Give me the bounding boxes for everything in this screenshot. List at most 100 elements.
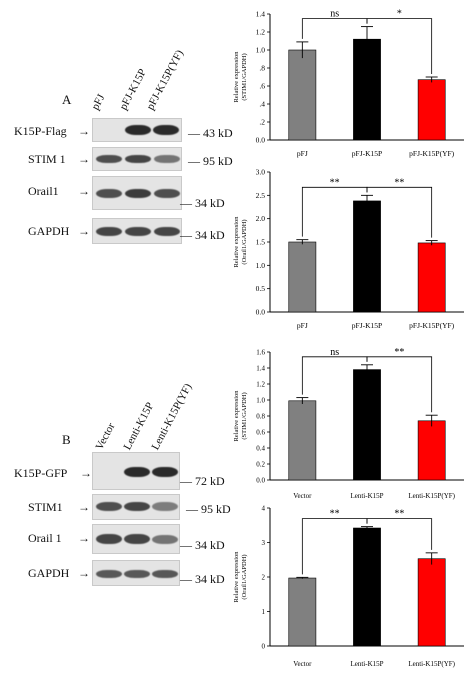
y-tick-label: .6 — [259, 82, 265, 91]
significance-label: ** — [394, 347, 404, 358]
blot-strip-k15p-gfp — [92, 452, 180, 490]
bar — [417, 420, 446, 481]
blot-band — [124, 467, 150, 477]
kd-marker: — 72 kD — [180, 474, 225, 488]
kd-label: 34 kD — [195, 538, 225, 552]
blot-band — [124, 502, 150, 511]
y-tick-label: 2 — [262, 574, 266, 582]
blot-band — [154, 189, 180, 198]
y-tick-label: 1.0 — [256, 397, 265, 405]
bar — [288, 49, 317, 141]
y-tick-label: 3.0 — [256, 168, 266, 177]
significance-bracket — [366, 518, 433, 550]
blot-strip-gapdh — [92, 560, 180, 586]
lane-label: pFJ-K15P(YF) — [144, 48, 186, 112]
y-tick-label: 2.5 — [256, 191, 266, 200]
bar — [353, 527, 381, 647]
x-tick-label: Vector — [293, 492, 312, 500]
x-tick-label: Lenti-K15P — [350, 492, 383, 500]
x-tick-label: Lenti-K15P(YF) — [408, 492, 455, 500]
significance-label: ** — [330, 509, 340, 520]
y-axis-label: Relative expression — [233, 390, 240, 442]
blot-strip-k15p-flag — [92, 118, 182, 142]
protein-label-k15p-gfp: K15P-GFP — [14, 466, 68, 480]
bar — [288, 577, 317, 647]
significance-bracket — [366, 18, 433, 74]
kd-label: 43 kD — [203, 126, 233, 140]
bar — [353, 200, 381, 313]
significance-label: * — [397, 9, 402, 20]
panel-letter-a: A — [62, 92, 72, 107]
blot-band — [153, 125, 179, 135]
bar — [288, 400, 317, 481]
kd-label: 95 kD — [203, 154, 233, 168]
kd-label: 72 kD — [195, 474, 225, 488]
kd-marker: — 34 kD — [180, 196, 225, 210]
protein-label-k15p-flag: K15P-Flag — [14, 124, 67, 138]
bar — [353, 38, 381, 141]
y-tick-label: 1.0 — [256, 46, 266, 55]
protein-label-stim1: STIM 1 — [28, 152, 66, 166]
significance-label: ** — [394, 177, 404, 188]
blot-band — [96, 155, 122, 163]
blot-band — [152, 467, 178, 477]
bar — [417, 242, 446, 313]
y-tick-label: .2 — [259, 118, 265, 127]
bar — [417, 558, 446, 647]
significance-label: ns — [330, 347, 339, 358]
y-tick-label: 1.4 — [256, 365, 265, 373]
bar — [353, 369, 381, 481]
protein-label-gapdh: GAPDH — [28, 224, 70, 238]
blot-band — [152, 570, 178, 578]
blot-band — [96, 189, 122, 198]
x-tick-label: pFJ-K15P(YF) — [409, 321, 455, 330]
y-tick-label: 1.5 — [256, 238, 266, 247]
arrow-icon: → — [78, 531, 90, 545]
kd-label: 34 kD — [195, 196, 225, 210]
panel-letter-b: B — [62, 432, 71, 447]
bar — [288, 241, 317, 313]
significance-bracket — [366, 356, 433, 413]
blot-band — [154, 155, 180, 163]
x-tick-label: Lenti-K15P(YF) — [408, 660, 455, 668]
y-tick-label: 1.0 — [256, 261, 266, 270]
blot-band — [96, 534, 122, 544]
y-tick-label: 1.2 — [256, 28, 266, 37]
blot-strip-stim1 — [92, 147, 182, 171]
y-tick-label: 0.8 — [256, 413, 265, 421]
x-tick-label: pFJ-K15P — [352, 149, 382, 158]
blot-band — [96, 570, 122, 578]
y-tick-label: 1.6 — [256, 349, 265, 357]
y-tick-label: 0.0 — [256, 477, 265, 485]
arrow-icon: → — [78, 224, 90, 238]
y-tick-label: 0.4 — [256, 445, 265, 453]
x-tick-label: pFJ — [297, 149, 308, 158]
arrow-icon: → — [80, 466, 92, 480]
y-tick-label: 0.2 — [256, 461, 265, 469]
significance-label: ** — [394, 509, 404, 520]
kd-marker: — 95 kD — [186, 502, 231, 516]
kd-marker: — 34 kD — [180, 538, 225, 552]
lane-label: Vector — [93, 421, 118, 452]
kd-marker: — 95 kD — [188, 154, 233, 168]
kd-label: 34 kD — [195, 572, 225, 586]
kd-label: 95 kD — [201, 502, 231, 516]
protein-label-gapdh: GAPDH — [28, 566, 70, 580]
y-tick-label: 0.0 — [256, 308, 266, 317]
blot-strip-gapdh — [92, 218, 182, 244]
kd-marker: — 34 kD — [180, 572, 225, 586]
blot-strip-orail1 — [92, 176, 182, 210]
x-tick-label: pFJ-K15P — [352, 321, 382, 330]
blot-strip-orail1 — [92, 524, 180, 554]
significance-label: ** — [330, 177, 340, 188]
y-tick-label: 0.5 — [256, 284, 266, 293]
kd-marker: — 34 kD — [180, 228, 225, 242]
y-tick-label: 0.0 — [256, 136, 266, 145]
y-tick-label: 1 — [262, 608, 266, 616]
blot-band — [125, 155, 151, 163]
lane-label: pFJ — [89, 92, 108, 112]
blot-band — [125, 125, 151, 135]
arrow-icon: → — [78, 184, 90, 198]
y-tick-label: 0 — [262, 643, 266, 651]
blot-band — [152, 535, 178, 544]
